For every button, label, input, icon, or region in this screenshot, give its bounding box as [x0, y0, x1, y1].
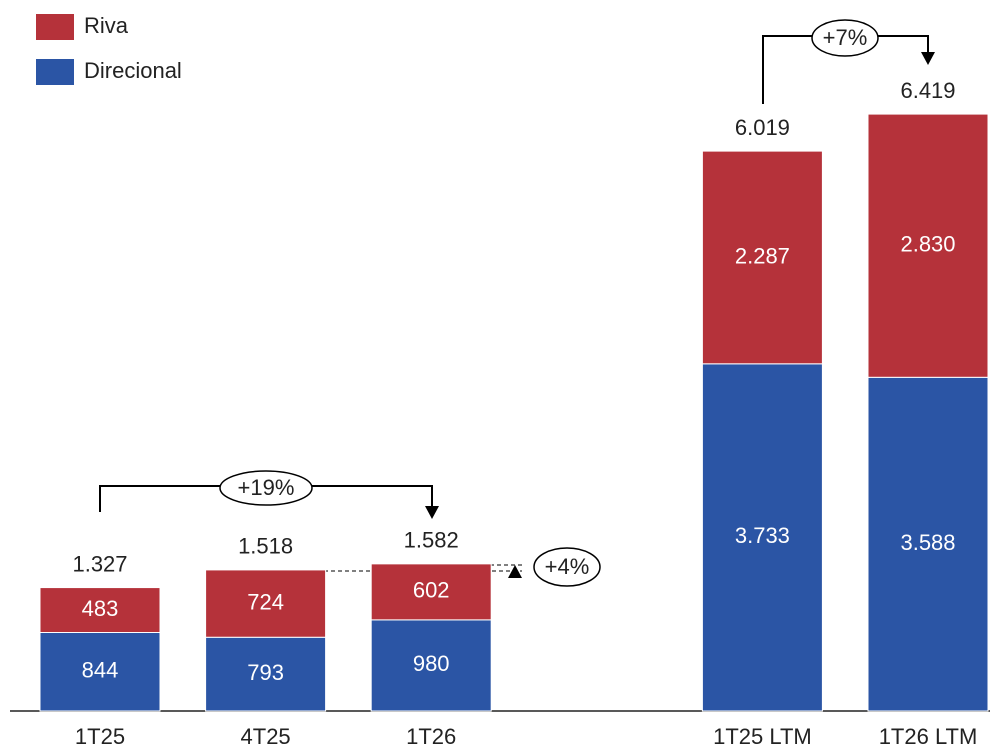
bar-segment: [205, 569, 327, 638]
x-tick-label: 1T25 LTM: [713, 724, 812, 749]
x-tick-label: 1T26 LTM: [879, 724, 978, 749]
arrow: [508, 565, 522, 578]
x-tick-label: 1T25: [75, 724, 125, 749]
bar-segment: [701, 363, 823, 712]
annotation: +7%: [823, 25, 868, 50]
value-label: 3.588: [900, 530, 955, 555]
annotation-bubble: [811, 19, 879, 57]
legend-label: Riva: [84, 13, 129, 38]
bar-segment: [39, 587, 161, 634]
value-label: 2.830: [900, 232, 955, 257]
bar-segment: [370, 619, 492, 712]
x-tick-label: 4T25: [241, 724, 291, 749]
value-label: 3.733: [735, 523, 790, 548]
bar-segment: [370, 563, 492, 621]
value-label: 602: [413, 578, 450, 603]
annotation: +4%: [545, 554, 590, 579]
annotation-bubble: [219, 470, 313, 506]
value-label: 793: [247, 660, 284, 685]
legend-label: Direcional: [84, 58, 182, 83]
bar-segment: [701, 150, 823, 365]
value-label: 724: [247, 589, 284, 614]
arrow: [921, 52, 935, 65]
total-label: 1.327: [72, 551, 127, 576]
bar-segment: [867, 376, 989, 712]
value-label: 844: [82, 658, 119, 683]
legend-swatch: [36, 59, 74, 85]
x-tick-label: 1T26: [406, 724, 456, 749]
value-label: 2.287: [735, 243, 790, 268]
legend-swatch: [36, 14, 74, 40]
total-label: 1.582: [404, 528, 459, 553]
total-label: 6.419: [900, 78, 955, 103]
bar-segment: [205, 636, 327, 712]
bar-segment: [867, 113, 989, 378]
annotation-bubble: [533, 547, 601, 587]
bar-segment: [39, 632, 161, 712]
total-label: 6.019: [735, 115, 790, 140]
annotation: +19%: [238, 475, 295, 500]
value-label: 980: [413, 651, 450, 676]
total-label: 1.518: [238, 534, 293, 559]
value-label: 483: [82, 596, 119, 621]
arrow: [425, 506, 439, 519]
